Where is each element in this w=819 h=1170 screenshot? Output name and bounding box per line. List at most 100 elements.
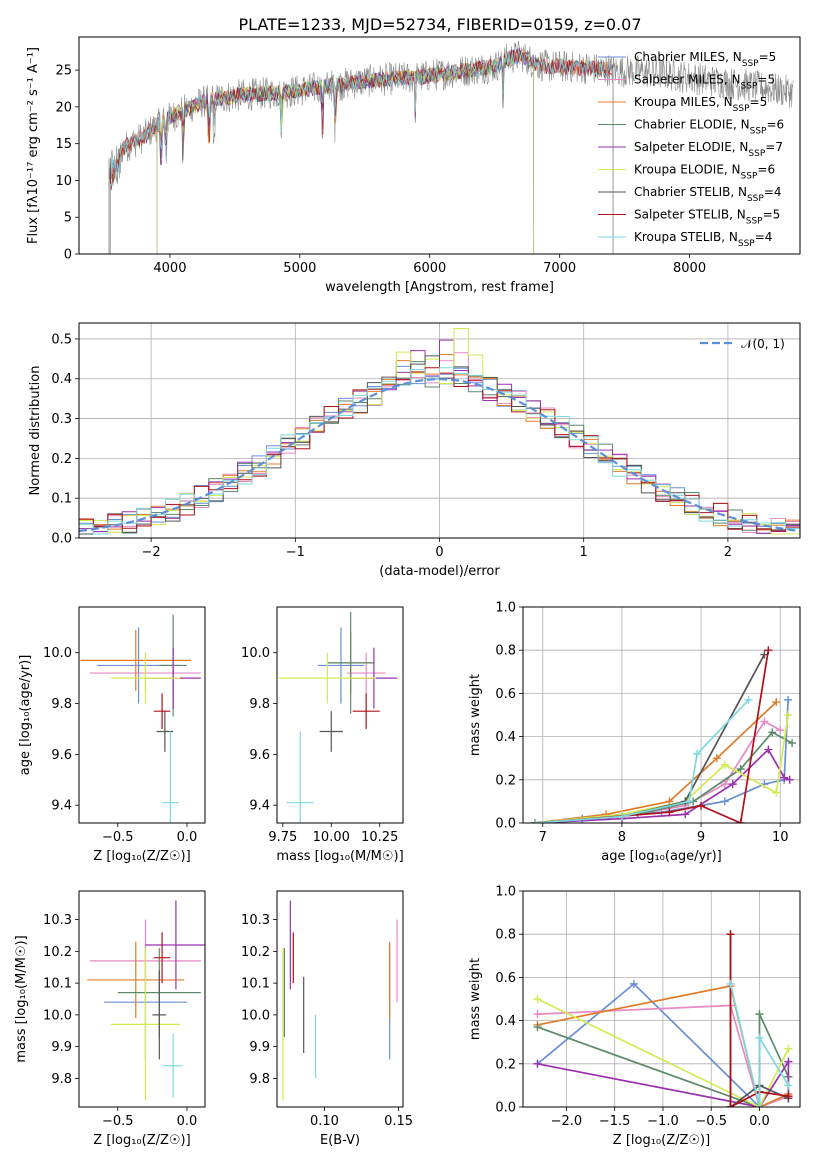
figure-title: PLATE=1233, MJD=52734, FIBERID=0159, z=0… (238, 15, 641, 34)
x-tick-label: 9 (697, 830, 705, 845)
legend: Chabrier MILES, NSSP=5 Salpeter MILES, NS… (598, 50, 784, 249)
x-tick-label: 0.0 (177, 830, 198, 845)
x-tick-label: −1.0 (647, 1114, 679, 1129)
y-tick-label: 10.0 (241, 646, 270, 661)
series-point (784, 711, 793, 719)
series-point (755, 1010, 764, 1019)
series-point (785, 775, 794, 784)
series-point (665, 808, 674, 817)
y-tick-label: 9.8 (51, 1072, 72, 1087)
series-point (764, 646, 773, 655)
y-tick-label: 0.8 (495, 644, 516, 659)
series-point (533, 1010, 542, 1019)
errorbar-kroupa-miles (87, 941, 185, 1019)
x-tick-label: 4000 (153, 261, 186, 276)
plot-area (278, 612, 398, 823)
y-tick-label: 1.0 (495, 885, 516, 900)
y-tick-label: 0.4 (495, 1014, 516, 1029)
plot-area (79, 327, 800, 538)
histogram-kroupa-stelib (79, 367, 800, 538)
plot-area (80, 614, 201, 823)
x-tick-label: 10.25 (361, 830, 398, 845)
series-point (693, 749, 702, 758)
y-tick-label: 9.4 (249, 799, 270, 814)
errorbar-chabrier-stelib (152, 970, 167, 1060)
series-point (784, 1092, 793, 1101)
y-tick-label: 0.0 (51, 532, 72, 547)
x-tick-label: −1 (286, 545, 305, 560)
model-spectrum-chabrier-stelib (109, 49, 614, 254)
series-line (537, 1004, 789, 1107)
series-point (720, 780, 729, 789)
y-tick-label: 25 (55, 64, 72, 79)
series-point (712, 754, 721, 763)
x-axis-label: Z [log₁₀(Z/Z☉)] (93, 1133, 190, 1148)
y-tick-label: 0.4 (51, 372, 72, 387)
x-tick-label: −0.5 (102, 1114, 134, 1129)
panel-weight_vs_age: 7 8 9 10 0.0 0.2 0.4 0.6 0.8 1.0 age [log₁₀(age/yr… (468, 601, 801, 864)
axes-frame (276, 606, 404, 824)
series-point (768, 728, 777, 737)
series-line (534, 701, 777, 823)
axes-frame (78, 606, 206, 824)
y-tick-label: 0.8 (495, 928, 516, 943)
y-axis-label: Normed distribution (28, 366, 43, 496)
series-line (534, 714, 789, 823)
y-tick-label: 10.1 (43, 977, 72, 992)
x-tick-label: −0.5 (695, 1114, 727, 1129)
y-axis-label: mass weight (468, 958, 483, 1040)
panel-mass_vs_Z: −0.5 0.0 9.8 9.9 10.0 10.1 10.2 10.3 Z [log₁₀(Z/… (14, 890, 206, 1148)
errorbar-chabrier-stelib (319, 711, 343, 752)
x-axis-label: age [log₁₀(age/yr)] (601, 849, 722, 864)
model-spectrum-salpeter-stelib (109, 49, 614, 254)
errorbar-kroupa-stelib (162, 731, 179, 823)
errorbar-kroupa-stelib (286, 731, 314, 823)
errorbar-kroupa-miles (80, 629, 192, 691)
series-point (720, 797, 729, 806)
errorbar-chabrier-elodie (327, 612, 374, 714)
series-point (629, 979, 638, 988)
x-tick-label: 5000 (283, 261, 316, 276)
x-tick-label: −1.5 (599, 1114, 631, 1129)
series-point (744, 695, 753, 704)
y-tick-label: 9.9 (51, 1040, 72, 1055)
x-tick-label: 0 (435, 545, 443, 560)
y-tick-label: 9.8 (249, 1072, 270, 1087)
legend-label-salpeter-miles: Salpeter MILES, NSSP=5 (634, 73, 775, 92)
y-tick-label: 0.0 (495, 817, 516, 832)
series-line (729, 983, 790, 1107)
legend-label-chabrier-miles: Chabrier MILES, NSSP=5 (634, 50, 776, 69)
x-tick-label: 7 (539, 830, 547, 845)
x-tick-label: 2 (724, 545, 732, 560)
x-tick-label: 8 (618, 830, 626, 845)
y-tick-label: 0.2 (495, 773, 516, 788)
plot-area (87, 900, 205, 1101)
model-spectrum-kroupa-stelib (109, 51, 614, 254)
x-tick-label: −2 (142, 545, 161, 560)
y-axis-label: mass [log₁₀(M/M☉)] (14, 935, 29, 1062)
y-tick-label: 9.9 (249, 1040, 270, 1055)
panel-age_vs_Z: −0.5 0.0 9.4 9.6 9.8 10.0 Z [log₁₀(Z/Z☉)] age [… (18, 606, 206, 864)
x-axis-label: wavelength [Angstrom, rest frame] (325, 280, 554, 295)
x-axis-label: mass [log₁₀(M/M☉)] (276, 849, 403, 864)
axes-frame (522, 606, 801, 824)
series-point (533, 1059, 542, 1068)
y-tick-label: 10.2 (241, 945, 270, 960)
series-point (736, 765, 745, 773)
errorbar-kroupa-elodie (110, 652, 181, 704)
x-tick-label: 7000 (543, 261, 576, 276)
x-tick-label: 10 (772, 830, 789, 845)
errorbar-salpeter-stelib (153, 932, 171, 984)
series-point (760, 717, 769, 726)
y-tick-label: 1.0 (495, 601, 516, 616)
observed-spectrum-line (108, 40, 794, 254)
series-line (537, 1058, 790, 1107)
y-tick-label: 0.4 (495, 730, 516, 745)
legend-label-kroupa-miles: Kroupa MILES, NSSP=5 (634, 95, 767, 114)
y-tick-label: 0 (64, 248, 72, 263)
series-point (772, 788, 781, 797)
x-tick-label: 0.0 (177, 1114, 198, 1129)
panel-weight_vs_Z: −2.0 −1.5 −1.0 −0.5 0.0 0.0 0.2 0.4 0.6 0.8 1.0 Z [… (468, 885, 801, 1148)
y-tick-label: 10.3 (43, 913, 72, 928)
